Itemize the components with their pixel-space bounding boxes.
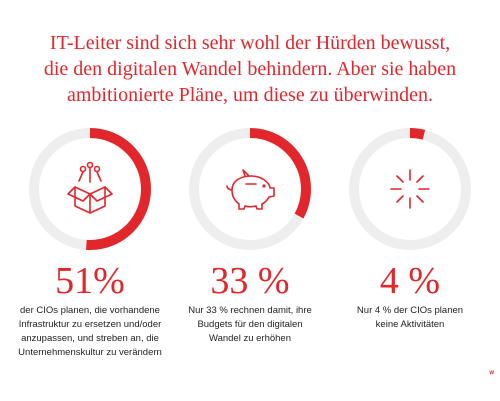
- headline-line: IT-Leiter sind sich sehr wohl der Hürden…: [49, 32, 451, 54]
- piggy-bank-icon: [226, 169, 275, 210]
- stat-value: 51%: [55, 260, 125, 302]
- headline-line: die den digitalen Wandel behindern. Aber…: [43, 58, 457, 80]
- open-box-icon: [67, 161, 113, 214]
- description-line: Unternehmenskultur zu verändern: [18, 347, 162, 358]
- description-line: keine Aktivitäten: [375, 319, 445, 330]
- corner-logo: w: [489, 370, 494, 376]
- donut-track: [349, 128, 471, 250]
- burst-icon: [390, 169, 430, 209]
- donut-chart: [349, 128, 471, 250]
- description-line: anzupassen, und streben an, die: [21, 333, 159, 344]
- donut-value-arc: [189, 128, 311, 250]
- stat-infrastructure: 51% der CIOs planen, die vorhandene Infr…: [15, 124, 165, 394]
- stat-description: der CIOs planen, die vorhandene Infrastr…: [10, 304, 170, 360]
- description-line: Wandel zu erhöhen: [208, 333, 292, 344]
- stat-description: Nur 33 % rechnen damit, ihre Budgets für…: [170, 304, 330, 346]
- donut-value-arc: [349, 128, 471, 250]
- stat-value: 4 %: [379, 260, 441, 302]
- headline-line: ambitionierte Pläne, um diese zu überwin…: [66, 84, 433, 106]
- donut-chart: [29, 128, 151, 250]
- description-line: Nur 33 % rechnen damit, ihre: [188, 305, 312, 316]
- stat-no-activity: 4 % Nur 4 % der CIOs planen keine Aktivi…: [335, 124, 485, 394]
- description-line: Infrastruktur zu ersetzen und/oder: [18, 319, 162, 330]
- stat-budget: 33 % Nur 33 % rechnen damit, ihre Budget…: [175, 124, 325, 394]
- stat-value: 33 %: [210, 260, 290, 302]
- description-line: der CIOs planen, die vorhandene: [20, 305, 160, 316]
- donut-chart: [189, 128, 311, 250]
- description-line: Nur 4 % der CIOs planen: [356, 305, 464, 316]
- description-line: Budgets für den digitalen: [197, 319, 303, 330]
- headline: IT-Leiter sind sich sehr wohl der Hürden…: [20, 30, 480, 108]
- donut-value-arc: [29, 128, 151, 250]
- stat-description: Nur 4 % der CIOs planen keine Aktivitäte…: [330, 304, 490, 332]
